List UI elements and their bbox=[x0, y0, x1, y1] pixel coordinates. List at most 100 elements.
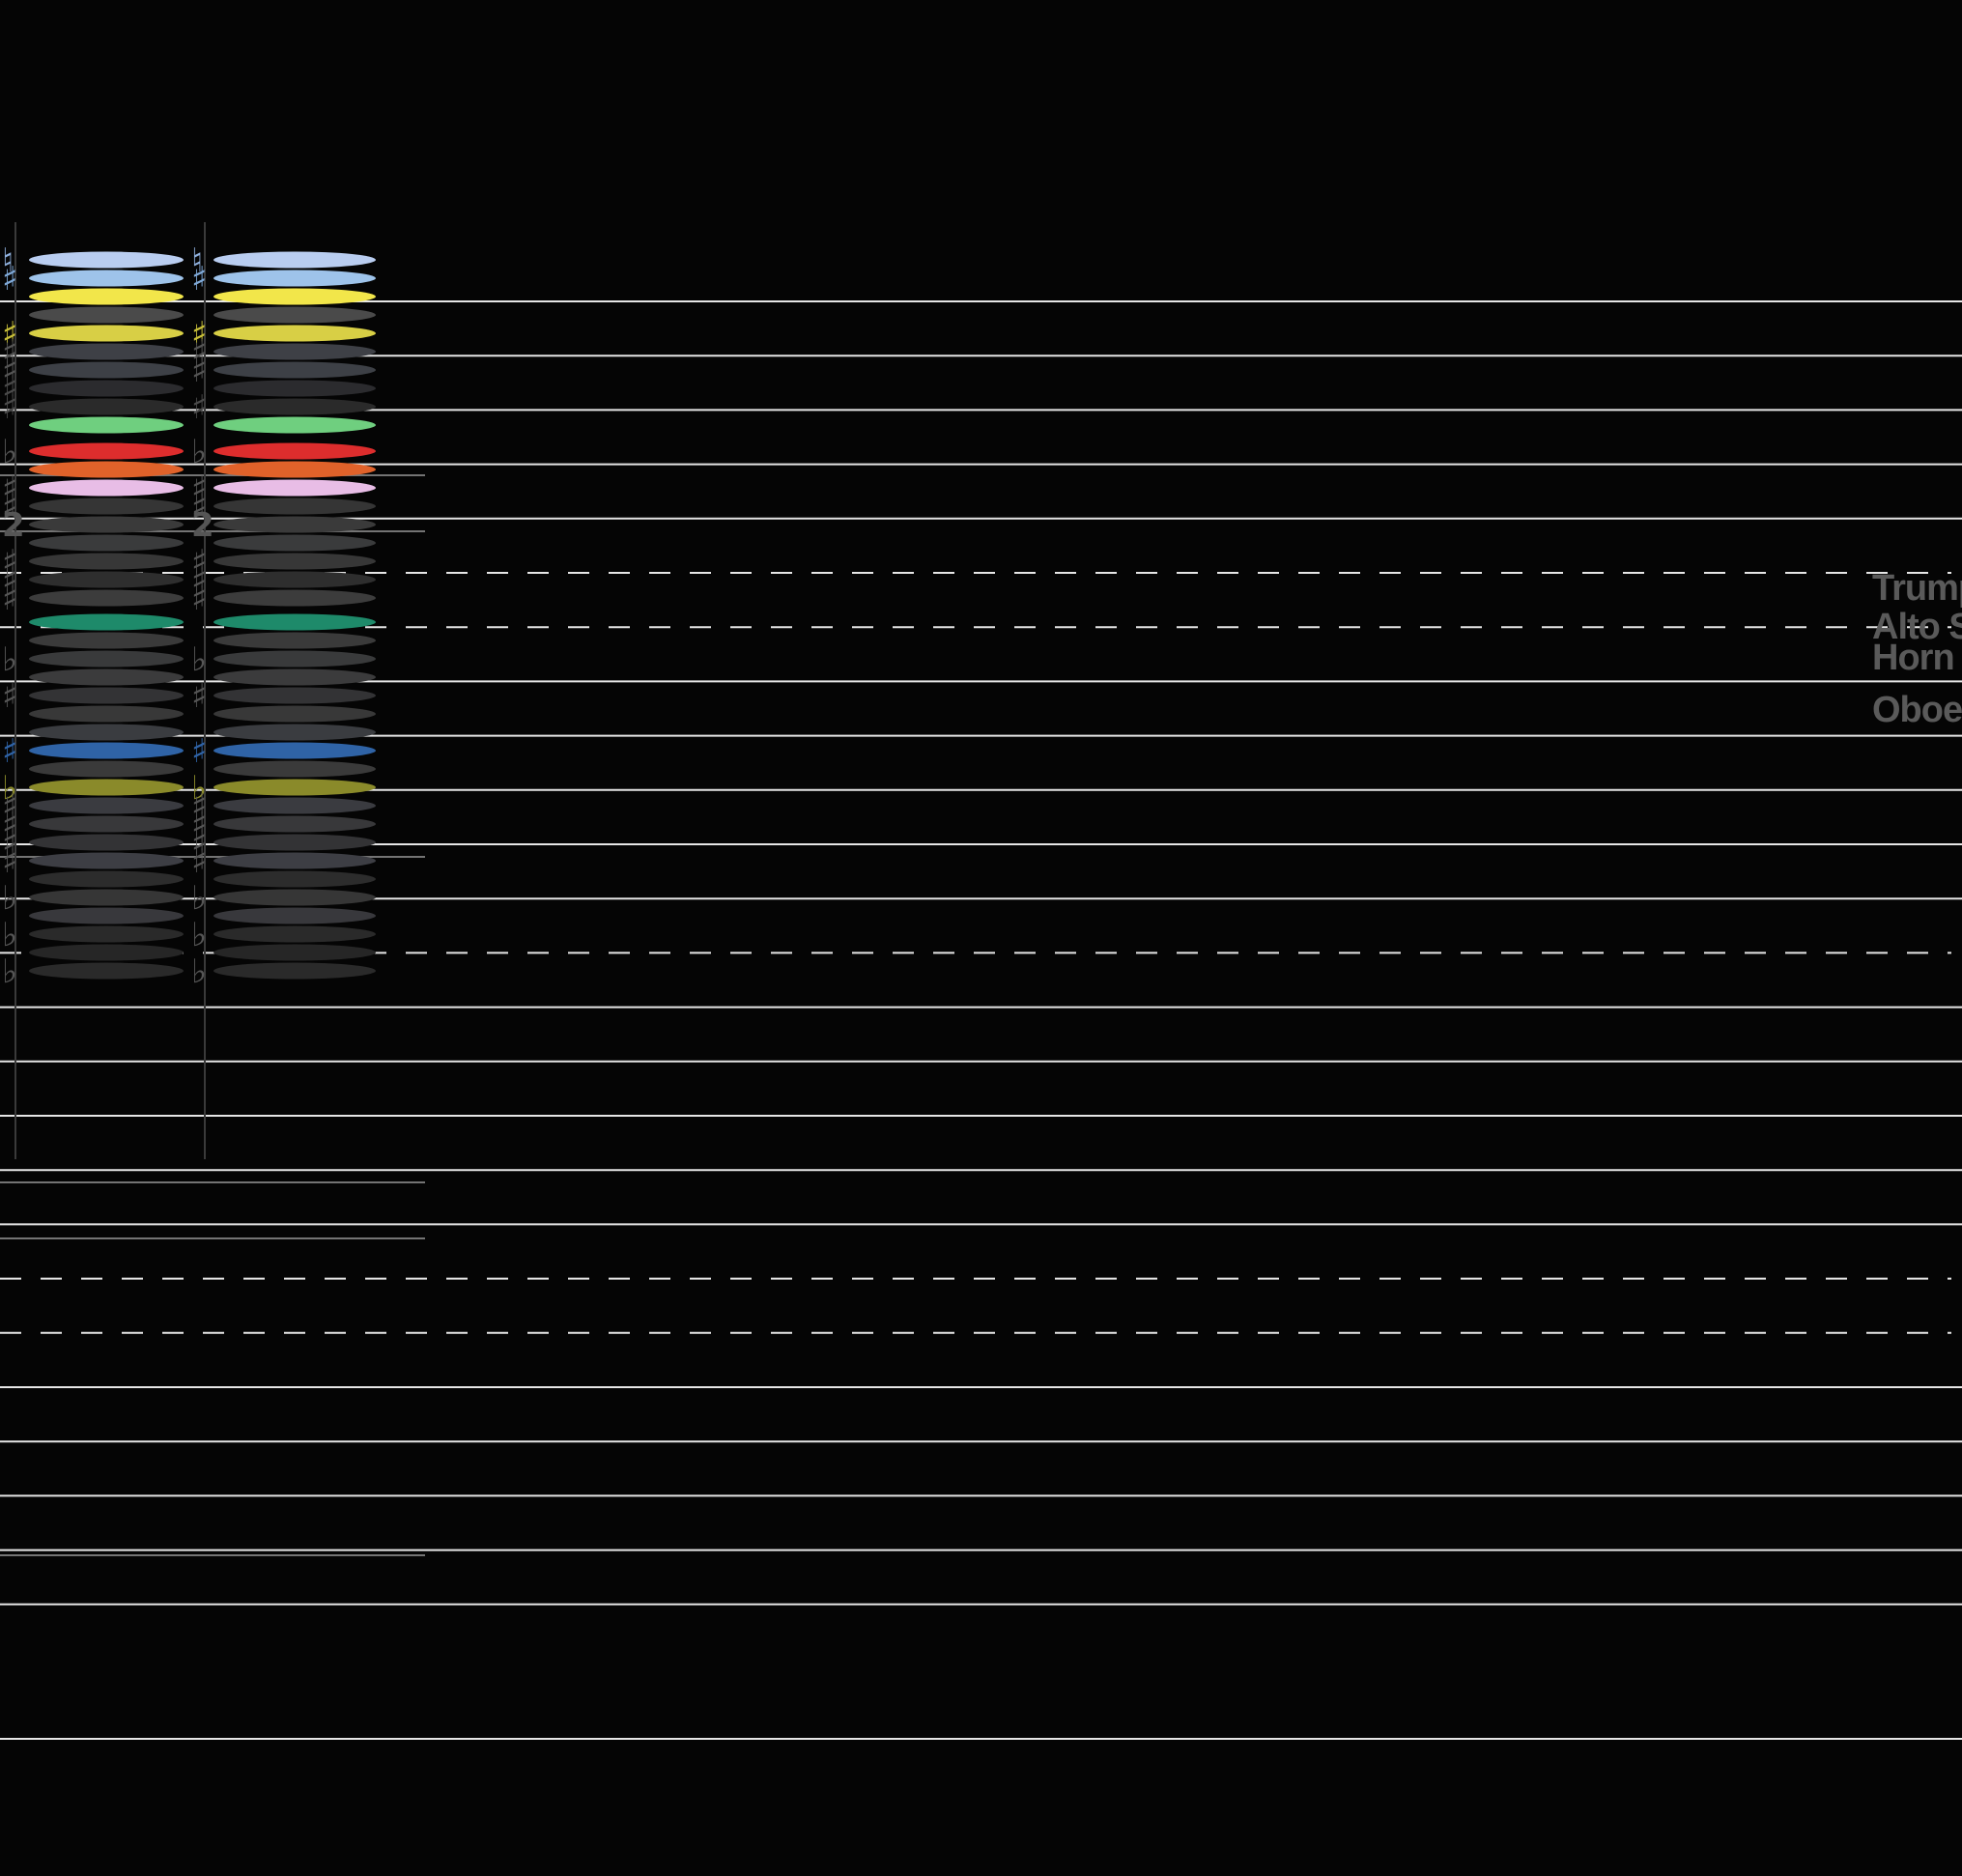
notehead bbox=[213, 668, 376, 686]
notehead bbox=[29, 889, 184, 906]
accidental: ♭ bbox=[2, 916, 17, 954]
notehead bbox=[213, 834, 376, 851]
notehead bbox=[29, 779, 184, 796]
notehead bbox=[29, 442, 184, 460]
notehead bbox=[213, 613, 376, 631]
instrument-label-horn: Horn bbox=[1872, 638, 1955, 678]
notehead bbox=[213, 724, 376, 741]
notehead bbox=[213, 251, 376, 269]
accidental: ♭ bbox=[191, 879, 207, 918]
accidental: ♭ bbox=[191, 640, 207, 679]
notehead bbox=[213, 398, 376, 415]
notehead bbox=[29, 797, 184, 814]
notehead bbox=[29, 325, 184, 342]
notehead bbox=[29, 288, 184, 305]
notehead bbox=[213, 687, 376, 704]
accidental: ♭ bbox=[2, 879, 17, 918]
accidental: ♯ bbox=[191, 824, 207, 863]
instrument-label-alto-sax: Alto S bbox=[1872, 607, 1962, 647]
accidental: ♭ bbox=[2, 640, 17, 679]
notehead bbox=[213, 325, 376, 342]
accidental: ♯ bbox=[2, 352, 17, 390]
notehead bbox=[29, 251, 184, 269]
accidental: ♯ bbox=[191, 388, 207, 427]
notehead bbox=[29, 497, 184, 515]
notehead bbox=[213, 705, 376, 723]
accidental: ♯ bbox=[2, 543, 17, 582]
notehead bbox=[213, 742, 376, 759]
notehead bbox=[29, 815, 184, 833]
accidental: ♯ bbox=[191, 842, 207, 881]
notehead bbox=[213, 962, 376, 980]
notehead bbox=[213, 889, 376, 906]
notehead bbox=[29, 650, 184, 668]
notehead bbox=[29, 944, 184, 961]
accidental: ♯ bbox=[191, 787, 207, 826]
notehead bbox=[213, 416, 376, 434]
notehead bbox=[213, 306, 376, 324]
accidental: ♭ bbox=[191, 433, 207, 471]
notehead bbox=[29, 907, 184, 924]
accidental: ♭ bbox=[191, 916, 207, 954]
notehead bbox=[213, 852, 376, 869]
notehead bbox=[213, 270, 376, 287]
notehead bbox=[213, 760, 376, 778]
notehead bbox=[29, 343, 184, 360]
accidental: ♯ bbox=[191, 580, 207, 618]
notehead bbox=[213, 797, 376, 814]
notehead bbox=[213, 650, 376, 668]
accidental: ♯ bbox=[191, 732, 207, 771]
notehead bbox=[213, 343, 376, 360]
accidental: ♯ bbox=[2, 388, 17, 427]
notehead bbox=[29, 589, 184, 607]
notehead bbox=[213, 589, 376, 607]
accidental: ♯ bbox=[2, 469, 17, 508]
notehead bbox=[29, 516, 184, 533]
accidental: ♯ bbox=[191, 806, 207, 844]
accidental: ♯ bbox=[191, 315, 207, 354]
accidental: ♯ bbox=[2, 260, 17, 298]
accidental: ♯ bbox=[2, 561, 17, 600]
notehead bbox=[213, 815, 376, 833]
notehead bbox=[213, 479, 376, 497]
accidental: ♭ bbox=[2, 952, 17, 991]
notehead bbox=[213, 944, 376, 961]
notehead bbox=[29, 705, 184, 723]
accidental: ♯ bbox=[191, 469, 207, 508]
chord-1: ♮♯♯♯♯♯♯♭♯♯2♯♯♯♭♯♯♭♯♯♯♯♭♭♭ bbox=[2, 222, 184, 1159]
notehead bbox=[213, 571, 376, 588]
notehead bbox=[213, 288, 376, 305]
notehead bbox=[29, 479, 184, 497]
accidental: ♯ bbox=[2, 787, 17, 826]
notehead bbox=[213, 497, 376, 515]
notehead bbox=[213, 380, 376, 397]
accidental: ♮ bbox=[191, 242, 203, 280]
accidental: ♯ bbox=[2, 315, 17, 354]
notehead bbox=[213, 442, 376, 460]
notehead bbox=[29, 534, 184, 552]
accidental: ♮ bbox=[2, 242, 14, 280]
notehead bbox=[29, 834, 184, 851]
notehead bbox=[29, 852, 184, 869]
notehead bbox=[29, 361, 184, 379]
notehead bbox=[213, 534, 376, 552]
accidental: 2 bbox=[2, 506, 25, 545]
notehead bbox=[213, 632, 376, 649]
notehead bbox=[213, 553, 376, 570]
notehead bbox=[29, 687, 184, 704]
accidental: ♯ bbox=[191, 352, 207, 390]
notehead bbox=[29, 668, 184, 686]
accidental: ♯ bbox=[2, 732, 17, 771]
notehead bbox=[213, 907, 376, 924]
accidental: ♭ bbox=[191, 769, 207, 808]
notehead bbox=[213, 925, 376, 943]
notehead bbox=[29, 416, 184, 434]
notehead bbox=[29, 553, 184, 570]
accidental: ♯ bbox=[2, 580, 17, 618]
notehead bbox=[29, 270, 184, 287]
accidental: ♯ bbox=[2, 488, 17, 526]
notehead bbox=[29, 925, 184, 943]
notehead bbox=[29, 760, 184, 778]
accidental: ♯ bbox=[191, 260, 207, 298]
